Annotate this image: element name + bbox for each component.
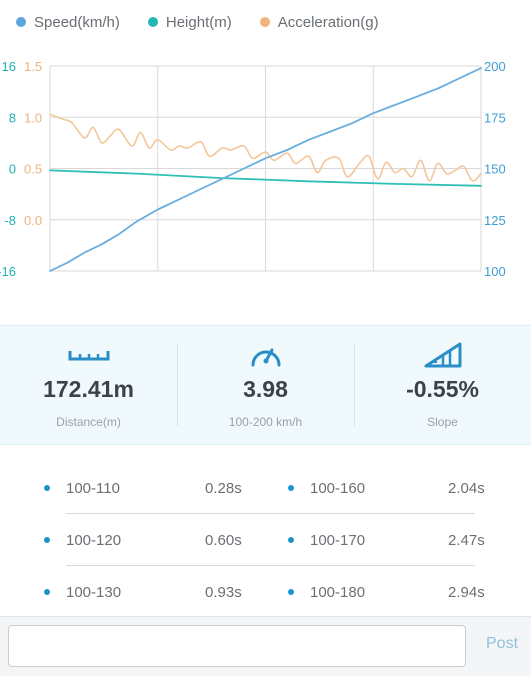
chart-area: 16 8 0 -8 -16 1.5 1.0 0.5 0.0 200 175 150 125 100 [0,44,531,320]
distance-value: 172.41m [43,376,134,402]
bullet-icon [288,589,294,595]
acceleration-time-value: 3.98 [243,376,288,402]
legend-swatch-acceleration [259,17,270,27]
tick-label-acceleration: 0.5 [24,162,42,177]
acceleration-time-label: 100-200 km/h [228,415,303,429]
legend-item-acceleration[interactable]: Acceleration(g) [259,13,379,31]
time-value: 0.93s [205,583,242,601]
range-label: 100-110 [66,479,120,497]
series-line-height [49,169,482,187]
time-value: 0.28s [205,479,242,497]
chart-legend: Speed(km/h) Height(m) Acceleration(g) [0,0,531,44]
legend-label-speed: Speed(km/h) [34,13,120,31]
distance-label: Distance(m) [56,415,121,429]
post-button[interactable]: Post [486,635,519,652]
bullet-icon [288,537,294,543]
legend-item-height[interactable]: Height(m) [147,13,232,31]
slope-label: Slope [427,415,458,429]
list-item: 100-130 0.93s 100-180 2.94s [0,566,531,618]
range-label: 100-120 [66,531,122,549]
tick-label-acceleration: 1.5 [24,59,42,74]
tick-label-speed: 175 [484,110,506,125]
comment-bar: Post [0,616,531,676]
bullet-icon [44,589,50,595]
line-chart: 16 8 0 -8 -16 1.5 1.0 0.5 0.0 200 175 150 125 100 [0,59,506,279]
legend-item-speed[interactable]: Speed(km/h) [16,14,120,31]
row-divider [66,565,475,566]
stat-distance: 172.41m Distance(m) [0,326,177,444]
range-label: 100-180 [310,583,366,601]
tick-label-height: -8 [4,213,16,228]
speedometer-icon [249,340,283,370]
slope-value: -0.55% [406,376,479,402]
bullet-icon [44,485,50,491]
slope-icon [423,340,463,370]
tick-label-speed: 125 [484,213,506,228]
legend-swatch-height [147,17,158,27]
series-line-acceleration [49,113,482,182]
tick-label-acceleration: 1.0 [24,110,42,125]
legend-swatch-speed [16,17,26,27]
list-item: 100-120 0.60s 100-170 2.47s [0,514,531,566]
comment-input[interactable] [8,625,466,667]
tick-label-height: 8 [9,110,16,125]
series-line-speed [49,67,482,272]
tick-label-speed: 100 [484,264,506,279]
bullet-icon [44,537,50,543]
stat-acceleration-time: 3.98 100-200 km/h [177,326,354,444]
range-label: 100-170 [310,531,366,549]
ruler-icon [67,340,111,370]
tick-label-height: 16 [2,59,16,74]
bullet-icon [288,485,294,491]
tick-label-height: 0 [9,162,16,177]
time-value: 0.60s [205,531,242,549]
time-list: 100-110 0.28s 100-160 2.04s 100-120 0.60… [0,462,531,618]
stat-slope: -0.55% Slope [354,326,531,444]
range-label: 100-130 [66,583,122,601]
tick-label-acceleration: 0.0 [24,213,42,228]
range-label: 100-160 [310,479,366,497]
tick-label-speed: 200 [484,59,506,74]
legend-label-acceleration: Acceleration(g) [277,13,379,31]
tick-label-height: -16 [0,264,16,279]
time-value: 2.04s [448,479,485,497]
row-divider [66,513,475,514]
tick-label-speed: 150 [484,162,506,177]
legend-label-height: Height(m) [165,13,232,31]
time-value: 2.47s [448,531,485,549]
list-item: 100-110 0.28s 100-160 2.04s [0,462,531,514]
stats-panel: 172.41m Distance(m) 3.98 100-200 km/h [0,325,531,445]
time-value: 2.94s [448,583,485,601]
